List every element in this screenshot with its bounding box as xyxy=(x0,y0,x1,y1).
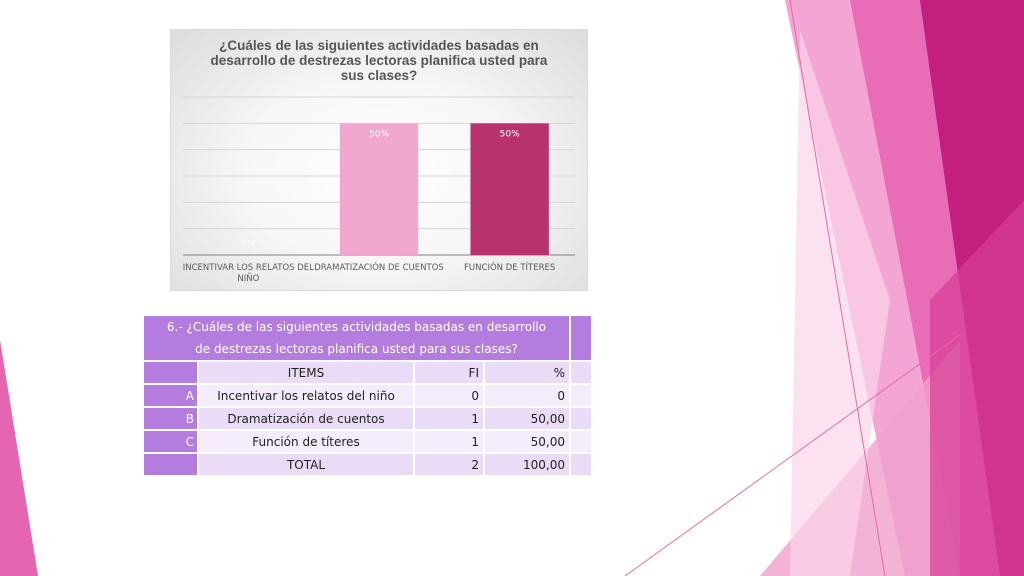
fi-cell: 0 xyxy=(415,385,483,406)
question-line: de destrezas lectoras planifica usted pa… xyxy=(195,342,518,356)
bar xyxy=(339,123,419,255)
chart-container: 0% INCENTIVAR LOS RELATOS DEL NIÑO 50% DRAMA… xyxy=(170,29,588,291)
pct-cell: 50,00 xyxy=(485,408,569,429)
left-triangle-decoration xyxy=(0,340,38,576)
category-label-line: NIÑO xyxy=(237,273,259,284)
diagonal-line-2 xyxy=(789,0,886,576)
spacer-cell xyxy=(571,385,591,406)
pct-header: % xyxy=(485,362,569,383)
bar xyxy=(470,123,549,255)
category-label: DRAMATIZACIÓN DE CUENTOS xyxy=(314,261,444,273)
total-label: TOTAL xyxy=(199,454,413,475)
total-pct: 100,00 xyxy=(485,454,569,475)
item-cell: Función de títeres xyxy=(199,431,413,452)
items-header: ITEMS xyxy=(199,362,413,383)
letter-cell: C xyxy=(144,431,197,452)
bar-chart: 0% INCENTIVAR LOS RELATOS DEL NIÑO 50% DRAMA… xyxy=(183,96,575,284)
data-label: 50% xyxy=(369,129,389,139)
fi-cell: 1 xyxy=(415,431,483,452)
fi-header: FI xyxy=(415,362,483,383)
right-bottom-dark-shard xyxy=(930,200,1024,576)
category-label: FUNCIÓN DE TÍTERES xyxy=(464,261,555,273)
spacer-cell xyxy=(571,362,591,383)
letter-cell: B xyxy=(144,408,197,429)
pct-cell: 50,00 xyxy=(485,431,569,452)
chart-title: ¿Cuáles de las siguientes actividades ba… xyxy=(171,38,587,83)
data-label: 50% xyxy=(500,129,520,139)
category-label: INCENTIVAR LOS RELATOS DEL NIÑO xyxy=(183,263,314,284)
category-label-line: FUNCIÓN DE TÍTERES xyxy=(464,261,555,273)
question-header: 6.- ¿Cuáles de las siguientes actividade… xyxy=(144,316,569,360)
data-label: 0% xyxy=(241,240,256,250)
letter-cell xyxy=(144,362,197,383)
fi-cell: 1 xyxy=(415,408,483,429)
chart-title-line: sus clases? xyxy=(340,68,418,83)
spacer-cell xyxy=(571,431,591,452)
question-line: 6.- ¿Cuáles de las siguientes actividade… xyxy=(166,320,547,334)
chart-title-line: ¿Cuáles de las siguientes actividades ba… xyxy=(219,38,539,53)
letter-cell: A xyxy=(144,385,197,406)
chart-title-line: desarrollo de destrezas lectoras planifi… xyxy=(210,53,548,68)
spacer-cell xyxy=(571,408,591,429)
diagonal-line xyxy=(624,334,961,576)
header-spacer xyxy=(571,316,591,360)
item-cell: Incentivar los relatos del niño xyxy=(199,385,413,406)
total-fi: 2 xyxy=(415,454,483,475)
item-cell: Dramatización de cuentos xyxy=(199,408,413,429)
category-label-line: DRAMATIZACIÓN DE CUENTOS xyxy=(314,261,444,273)
spacer-cell xyxy=(571,454,591,475)
pct-cell: 0 xyxy=(485,385,569,406)
category-label-line: INCENTIVAR LOS RELATOS DEL xyxy=(183,263,314,273)
survey-table: 6.- ¿Cuáles de las siguientes actividade… xyxy=(142,314,593,477)
letter-cell xyxy=(144,454,197,475)
